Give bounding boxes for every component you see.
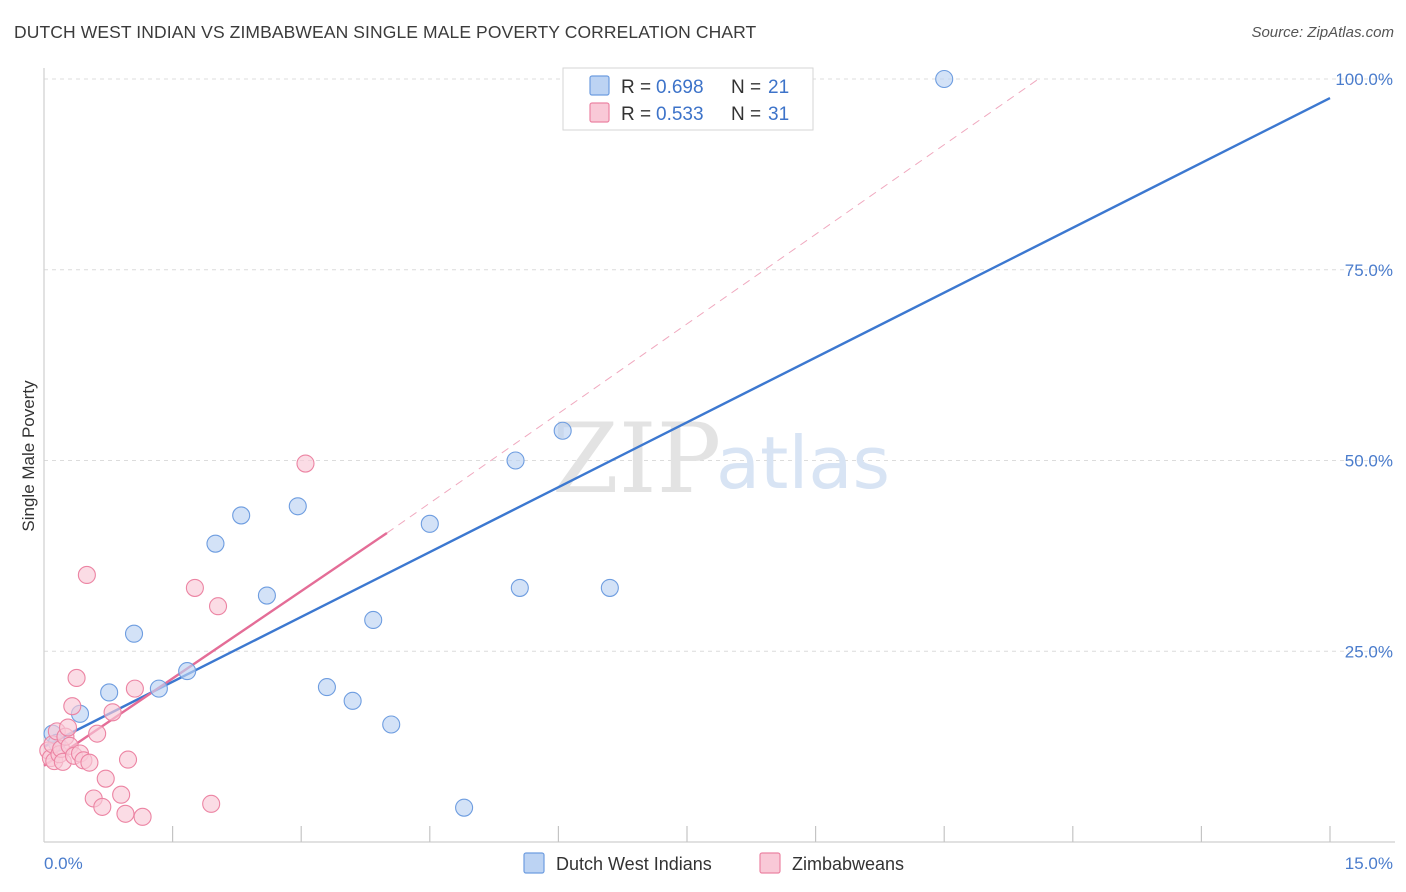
point-zimbabweans (112, 785, 131, 804)
data-points (39, 69, 954, 826)
point-zimbabweans (103, 703, 122, 722)
point-dutch-west-indians (510, 578, 529, 597)
legend-swatch-dutch-west-indians (589, 75, 610, 96)
point-zimbabweans (96, 769, 115, 788)
watermark: ZIP atlas (552, 403, 890, 515)
trendline-extension-zimbabweans (386, 78, 1039, 534)
point-zimbabweans (63, 697, 82, 716)
legend-r-label: R = (621, 77, 651, 98)
point-zimbabweans (88, 724, 107, 743)
x-tick-label-0: 0.0% (44, 854, 83, 873)
point-dutch-west-indians (343, 691, 362, 710)
legend-n-value-zimbabweans: 31 (768, 104, 789, 125)
y-tick-label-75: 75.0% (1345, 261, 1393, 280)
point-zimbabweans (133, 807, 152, 826)
legend-r-value-dutch-west-indians: 0.698 (656, 77, 704, 98)
point-dutch-west-indians (553, 421, 572, 440)
point-zimbabweans (125, 679, 144, 698)
bottom-legend: Dutch West Indians Zimbabweans (523, 852, 904, 874)
legend-n-label: N = (731, 104, 761, 125)
point-zimbabweans (116, 804, 135, 823)
y-tick-label-25: 25.0% (1345, 642, 1393, 661)
legend-r-value-zimbabweans: 0.533 (656, 104, 704, 125)
point-dutch-west-indians (124, 624, 144, 643)
point-zimbabweans (58, 718, 78, 737)
tick-labels: 25.0% 50.0% 75.0% 100.0% 0.0% 15.0% (44, 70, 1393, 873)
legend-n-value-dutch-west-indians: 21 (768, 77, 789, 98)
point-dutch-west-indians (317, 678, 336, 697)
point-zimbabweans (208, 597, 228, 616)
bottom-legend-label-dutch-west-indians: Dutch West Indians (556, 854, 712, 874)
point-dutch-west-indians (178, 662, 197, 681)
grid-lines (44, 78, 1395, 652)
point-dutch-west-indians (382, 715, 401, 734)
point-zimbabweans (67, 668, 86, 688)
point-dutch-west-indians (149, 679, 168, 698)
point-dutch-west-indians (935, 69, 954, 89)
point-dutch-west-indians (600, 578, 619, 597)
point-dutch-west-indians (288, 497, 307, 516)
point-dutch-west-indians (506, 451, 525, 470)
point-zimbabweans (202, 794, 221, 813)
y-tick-label-50: 50.0% (1345, 452, 1393, 471)
watermark-zip: ZIP (552, 403, 721, 515)
chart-source: Source: ZipAtlas.com (1251, 24, 1394, 41)
legend: R = 0.698 N = 21 R = 0.533 N = 31 (562, 67, 814, 131)
axes (43, 68, 1395, 843)
trendline-dutch-west-indians (43, 97, 1331, 748)
point-zimbabweans (118, 750, 138, 769)
x-tick-label-15: 15.0% (1345, 854, 1393, 873)
point-dutch-west-indians (232, 506, 251, 525)
point-dutch-west-indians (420, 514, 439, 533)
point-zimbabweans (93, 797, 112, 816)
point-dutch-west-indians (206, 534, 225, 553)
point-zimbabweans (185, 578, 204, 597)
legend-swatch-zimbabweans (589, 102, 610, 123)
watermark-atlas: atlas (716, 421, 890, 505)
bottom-legend-swatch-zimbabweans (759, 852, 781, 874)
chart-title: DUTCH WEST INDIAN VS ZIMBABWEAN SINGLE M… (14, 22, 757, 42)
point-dutch-west-indians (455, 798, 474, 817)
point-dutch-west-indians (257, 586, 276, 605)
legend-n-label: N = (731, 77, 761, 98)
legend-r-label: R = (621, 104, 651, 125)
bottom-legend-swatch-dutch-west-indians (523, 852, 545, 874)
bottom-legend-label-zimbabweans: Zimbabweans (792, 854, 904, 874)
y-tick-label-100: 100.0% (1335, 70, 1393, 89)
y-axis-title: Single Male Poverty (19, 380, 38, 532)
point-dutch-west-indians (100, 683, 119, 702)
point-zimbabweans (77, 565, 96, 585)
trend-lines (43, 78, 1331, 767)
point-dutch-west-indians (364, 610, 383, 630)
point-zimbabweans (296, 454, 315, 473)
point-zimbabweans (80, 753, 99, 772)
